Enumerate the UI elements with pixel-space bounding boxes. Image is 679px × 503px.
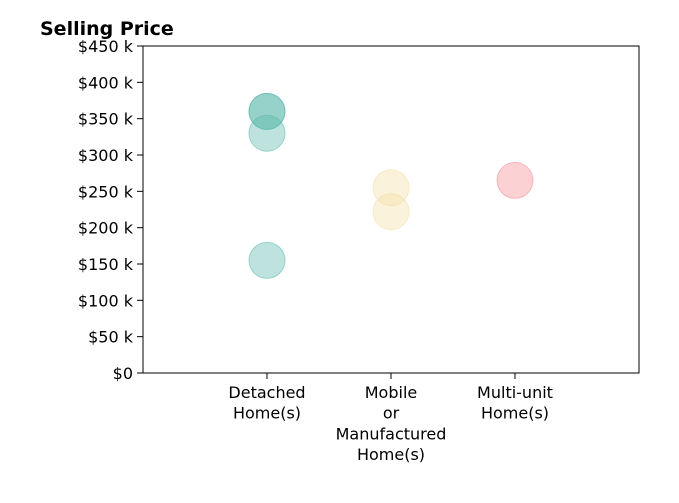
plot-frame — [142, 45, 640, 374]
x-tick-label: or — [383, 404, 400, 423]
data-point-bubble — [248, 241, 286, 279]
x-tick-label: Home(s) — [233, 404, 301, 423]
data-point-bubble — [248, 114, 286, 152]
data-point-bubble — [372, 169, 410, 207]
y-axis: $0 $50 k $100 k $150 k $200 k $250 k $300 k $35… — [78, 37, 143, 383]
x-tick-label: Home(s) — [357, 445, 425, 464]
y-tick-label: $250 k — [78, 182, 134, 201]
y-tick-label: $350 k — [78, 110, 134, 129]
data-points — [248, 92, 534, 279]
data-point-bubble — [248, 92, 286, 130]
y-tick-label: $200 k — [78, 219, 134, 238]
data-point-bubble — [496, 161, 534, 199]
x-tick-label: Home(s) — [481, 404, 549, 423]
x-tick-label: Manufactured — [336, 424, 447, 443]
x-tick-label: Detached — [228, 383, 305, 402]
chart-title: Selling Price — [40, 18, 174, 40]
x-tick-label: Mobile — [365, 383, 417, 402]
x-tick-label: Multi-unit — [477, 383, 553, 402]
y-tick-label: $150 k — [78, 255, 134, 274]
y-tick-label: $450 k — [78, 37, 134, 56]
y-tick-label: $0 — [113, 364, 133, 383]
y-tick-label: $50 k — [88, 328, 134, 347]
y-tick-label: $300 k — [78, 146, 134, 165]
data-point-bubble — [372, 193, 410, 231]
y-tick-label: $100 k — [78, 291, 134, 310]
y-tick-label: $400 k — [78, 73, 134, 92]
